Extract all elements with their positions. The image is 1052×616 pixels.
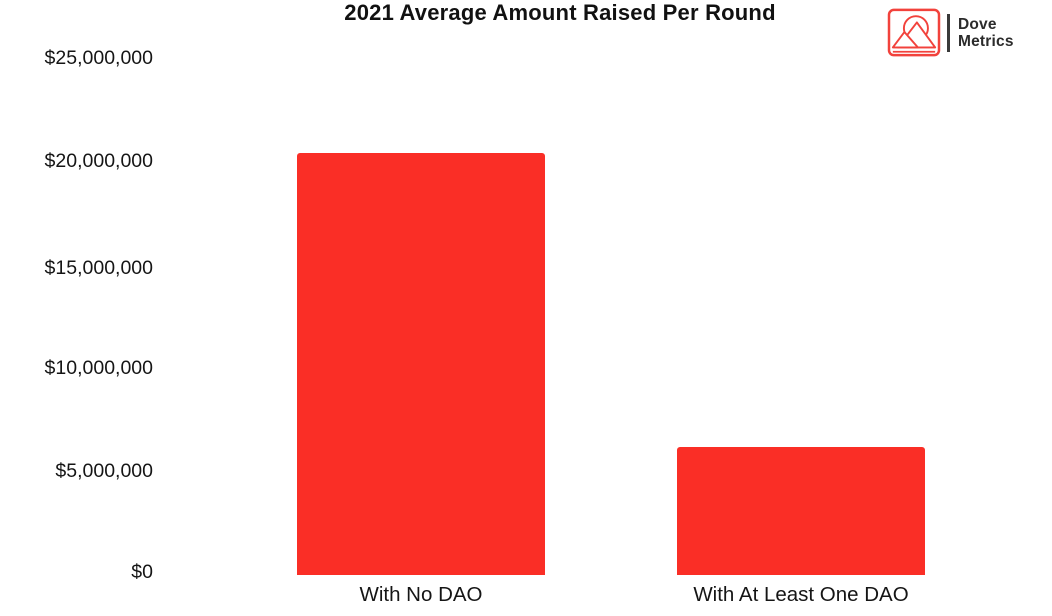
logo-divider [947,14,950,52]
y-tick-label-5m: $5,000,000 [55,460,153,482]
logo-wordmark: Dove Metrics [958,16,1014,51]
logo-word-dove: Dove [958,15,997,33]
y-tick-label-10m: $10,000,000 [44,357,153,379]
dove-metrics-logo: Dove Metrics [886,8,1014,58]
bar-with-at-least-one-dao [677,447,925,575]
y-tick-label-15m: $15,000,000 [44,257,153,279]
y-tick-label-25m: $25,000,000 [44,47,153,69]
x-category-label-with-at-least-one-dao: With At Least One DAO [693,583,909,606]
bar-with-no-dao [297,153,545,575]
y-tick-label-20m: $20,000,000 [44,150,153,172]
chart-title: 2021 Average Amount Raised Per Round [344,0,776,25]
logo-word-metrics: Metrics [958,33,1014,50]
y-tick-label-0: $0 [131,561,153,583]
x-category-label-with-no-dao: With No DAO [359,583,483,606]
mountain-sun-logo-icon [887,8,941,57]
